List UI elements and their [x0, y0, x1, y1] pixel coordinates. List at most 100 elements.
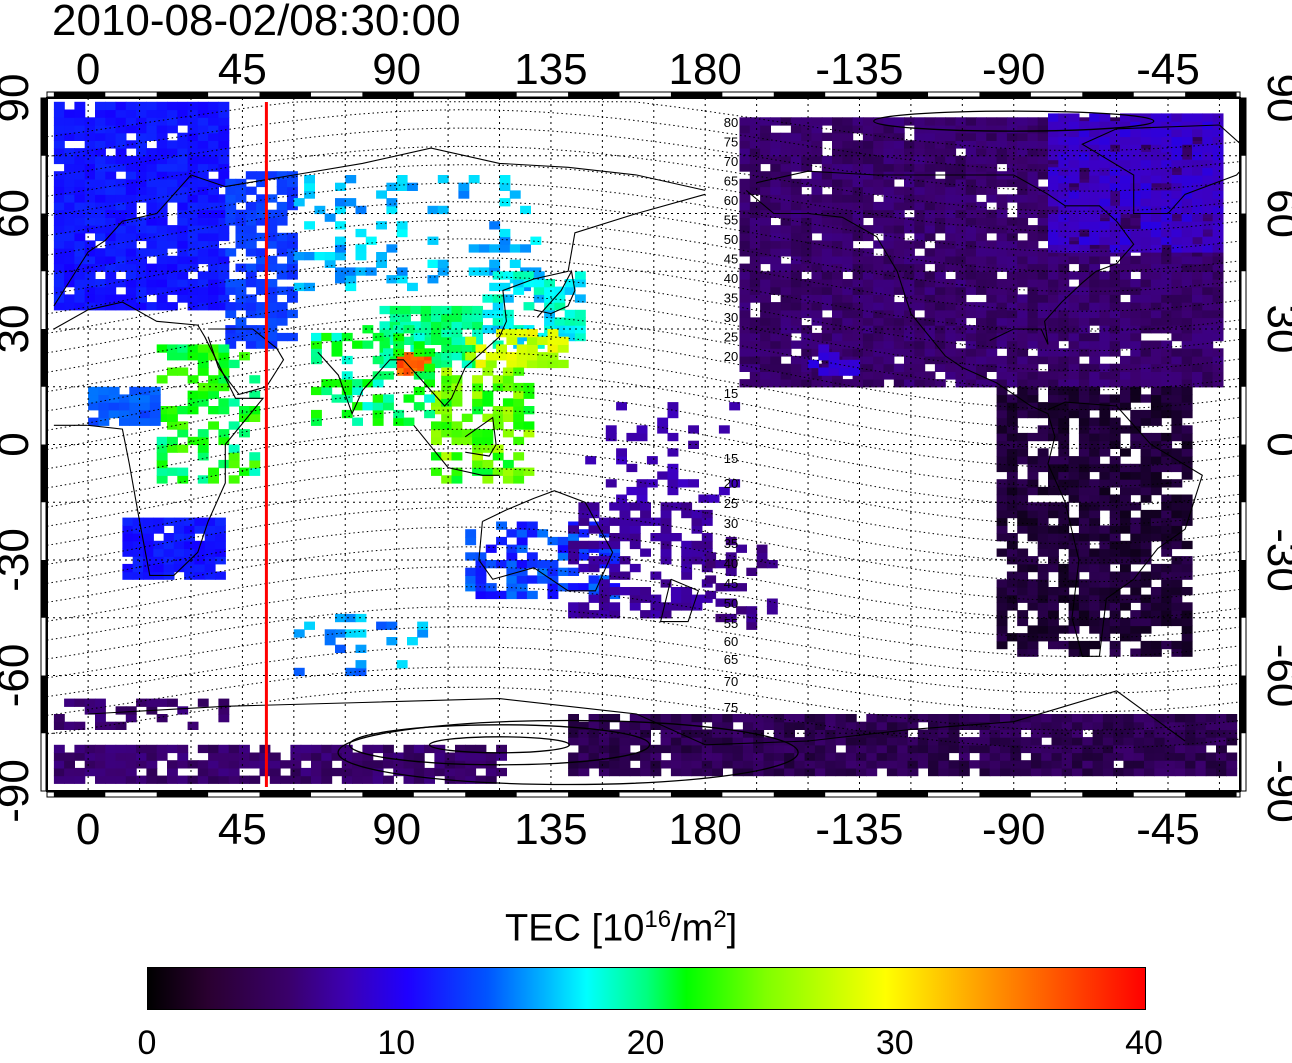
tec-cell — [955, 355, 967, 365]
tec-cell — [208, 148, 219, 157]
tec-cell — [218, 248, 230, 257]
tec-cell — [1185, 760, 1196, 769]
tec-cell — [1078, 286, 1090, 295]
tec-cell — [801, 263, 813, 272]
tec-cell — [499, 175, 511, 184]
tec-cell — [1089, 121, 1101, 130]
tec-cell — [1078, 279, 1090, 288]
tec-cell — [1192, 309, 1203, 319]
tec-cell — [331, 752, 343, 761]
tec-cell — [749, 255, 761, 265]
tec-cell — [352, 760, 363, 769]
tec-cell — [1140, 159, 1152, 168]
tec-cell — [84, 279, 96, 288]
tec-cell — [1192, 340, 1203, 349]
tec-cell — [523, 421, 535, 430]
tec-cell — [780, 201, 792, 211]
tec-cell — [1140, 205, 1152, 215]
tec-cell — [996, 432, 1008, 442]
contour-label: 70 — [724, 154, 738, 169]
tec-cell — [1099, 113, 1111, 122]
tec-cell — [1048, 325, 1059, 334]
tec-cell — [1226, 760, 1238, 769]
tec-cell — [1099, 255, 1111, 265]
tec-cell — [167, 436, 178, 446]
tec-cell — [1048, 602, 1059, 611]
tec-cell — [125, 225, 137, 234]
tec-cell — [1010, 767, 1022, 777]
tec-cell — [115, 194, 127, 203]
tec-cell — [1171, 236, 1183, 245]
tec-cell — [1130, 409, 1142, 419]
tec-cell — [136, 186, 147, 195]
tec-cell — [1037, 463, 1049, 473]
tec-cell — [1140, 579, 1152, 588]
tec-cell — [934, 148, 946, 157]
tec-cell — [208, 352, 219, 361]
tec-cell — [1078, 448, 1090, 457]
tec-cell — [712, 729, 723, 738]
tec-cell — [167, 271, 178, 280]
tec-cell — [1058, 563, 1070, 573]
tec-cell — [1109, 610, 1121, 619]
tec-cell — [74, 171, 86, 180]
tec-cell — [269, 767, 281, 777]
tec-cell — [516, 521, 528, 530]
tec-cell — [98, 417, 110, 426]
tec-cell — [1048, 556, 1059, 565]
tec-cell — [948, 714, 960, 723]
tec-cell — [856, 737, 867, 746]
tec-cell — [197, 390, 209, 399]
tec-cell — [1017, 409, 1029, 419]
tec-cell — [74, 302, 86, 311]
tec-cell — [537, 336, 549, 345]
tec-cell — [842, 163, 854, 172]
tec-cell — [1027, 117, 1039, 126]
tec-cell — [287, 286, 298, 295]
tec-cell — [167, 286, 178, 295]
tec-cell — [1037, 633, 1049, 642]
tec-cell — [821, 163, 833, 172]
tec-cell — [742, 714, 754, 723]
tec-cell — [1130, 486, 1142, 496]
tec-cell — [945, 348, 957, 357]
tec-cell — [924, 340, 936, 349]
tec-cell — [1161, 159, 1173, 168]
tec-cell — [177, 760, 189, 769]
tec-cell — [760, 125, 771, 134]
tec-cell — [64, 209, 75, 218]
tec-cell — [955, 263, 967, 272]
tec-cell — [1078, 425, 1090, 434]
tec-cell — [84, 225, 96, 234]
tec-cell — [345, 613, 357, 623]
tec-cell — [1099, 317, 1111, 326]
tec-cell — [156, 406, 168, 415]
tec-cell — [218, 255, 230, 265]
tec-cell — [95, 201, 106, 211]
tec-cell — [136, 217, 147, 226]
tec-cell — [667, 448, 679, 457]
tec-cell — [280, 760, 291, 769]
tec-cell — [324, 259, 336, 268]
tec-cell — [218, 302, 230, 311]
tec-cell — [986, 194, 998, 203]
tec-cell — [64, 178, 75, 188]
tec-cell — [475, 567, 487, 576]
tec-cell — [1089, 340, 1101, 349]
tec-cell — [801, 309, 813, 319]
tec-cell — [379, 336, 391, 345]
frame-band — [1241, 675, 1246, 734]
tec-cell — [904, 163, 915, 172]
tec-cell — [249, 760, 261, 769]
tec-cell — [245, 340, 257, 349]
tec-cell — [1078, 128, 1090, 138]
tec-cell — [965, 132, 977, 141]
tec-cell — [1099, 167, 1111, 176]
tec-cell — [197, 344, 209, 353]
tec-cell — [965, 379, 977, 388]
tec-cell — [125, 255, 137, 265]
tec-cell — [1140, 379, 1152, 388]
tec-cell — [163, 533, 175, 542]
tec-cell — [790, 309, 802, 319]
tec-cell — [629, 525, 641, 534]
